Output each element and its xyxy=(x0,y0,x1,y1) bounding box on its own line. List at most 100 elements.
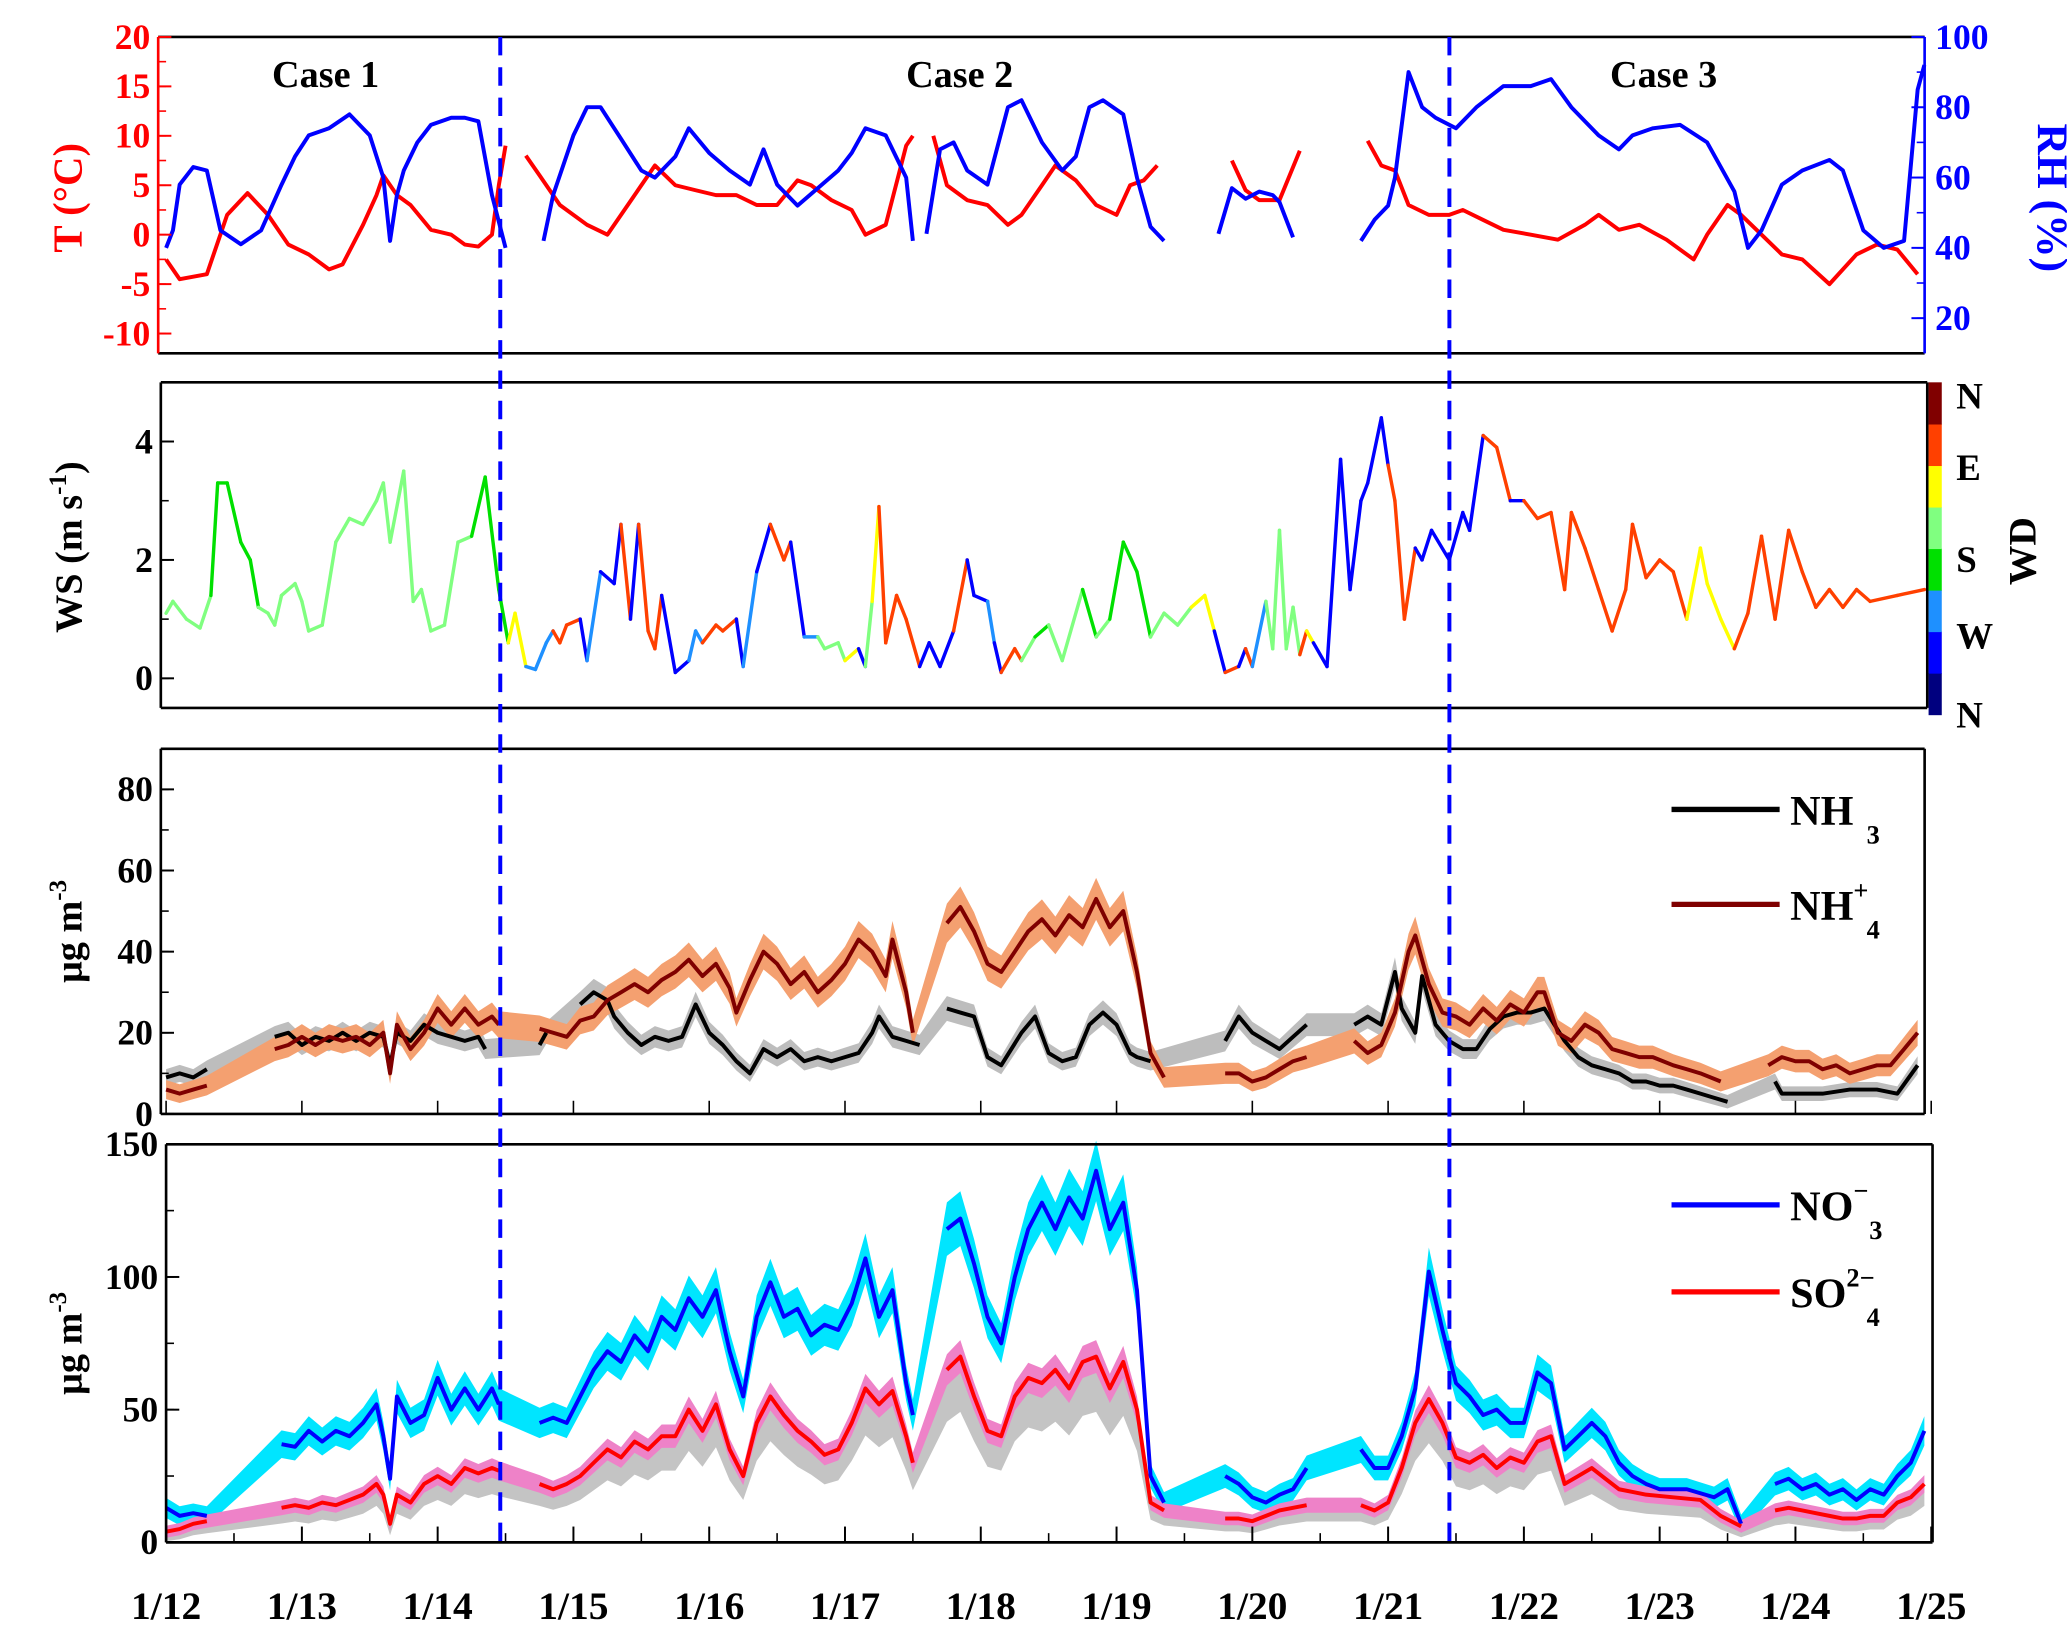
ws-segment xyxy=(1108,540,1126,621)
y-tick-label: 150 xyxy=(105,1124,158,1164)
x-tick-label: 1/13 xyxy=(267,1584,337,1628)
ws-segment xyxy=(1773,528,1791,621)
ws-segment xyxy=(904,617,922,669)
ws-segment xyxy=(411,587,424,604)
ws-segment xyxy=(965,558,976,598)
ws-segment xyxy=(843,647,861,663)
colorbar-band xyxy=(1928,631,1942,674)
temperature-line xyxy=(164,134,1920,287)
legend-sub: 3 xyxy=(1869,1216,1882,1245)
y-axis-title-rh: RH (%) xyxy=(2028,123,2067,272)
ws-segment xyxy=(361,499,379,527)
ws-segment xyxy=(1467,433,1485,533)
ws-segment xyxy=(456,534,474,544)
ws-segment xyxy=(513,611,528,669)
ws-segment xyxy=(564,617,582,627)
ws-segment xyxy=(1162,611,1180,627)
ws-segment xyxy=(1827,587,1845,609)
y-tick-label: 20 xyxy=(115,17,151,57)
ws-segment xyxy=(788,540,806,639)
ws-segment xyxy=(653,593,664,651)
ws-segment xyxy=(1569,510,1587,550)
ws-segment xyxy=(256,605,270,615)
ws-segment xyxy=(419,587,433,633)
legend-sub: 4 xyxy=(1867,916,1880,945)
ws-segment xyxy=(1868,593,1899,604)
legend-label-so4: SO2− 4 xyxy=(1790,1264,1880,1333)
colorbar-label: N xyxy=(1956,695,1983,736)
x-tick-label: 1/22 xyxy=(1489,1584,1559,1628)
ws-segment xyxy=(279,581,297,598)
ws-segment xyxy=(1549,510,1567,592)
ws-segment xyxy=(598,570,616,586)
ws-segment xyxy=(248,558,261,609)
x-tick-label: 1/20 xyxy=(1217,1584,1287,1628)
ws-segment xyxy=(273,593,284,627)
legend-sup: 2− xyxy=(1846,1264,1874,1293)
ws-segment xyxy=(164,599,175,615)
no3-line xyxy=(165,1168,1927,1525)
ws-segment xyxy=(1203,593,1217,633)
ws-segment xyxy=(1304,629,1316,645)
ws-segment xyxy=(442,540,460,627)
y-tick-label: 0 xyxy=(132,215,150,255)
ws-segment xyxy=(1291,605,1302,657)
ws-segment xyxy=(1019,635,1037,663)
legend-base: NO xyxy=(1790,1184,1853,1231)
y-tick-label: 60 xyxy=(1935,157,1971,197)
so4-line xyxy=(165,1354,1926,1534)
ws-segment xyxy=(483,475,501,592)
ws-segment xyxy=(306,623,324,633)
legend-base: NH xyxy=(1790,788,1853,835)
ws-segment xyxy=(992,641,1003,675)
colorbar-title-wd: WD xyxy=(2000,517,2044,585)
ws-segment xyxy=(1685,546,1703,621)
ws-segment xyxy=(1013,647,1024,663)
ws-segment xyxy=(1895,587,1927,598)
y-axis-title-concentration: μg m-3 xyxy=(45,880,91,983)
ws-segment xyxy=(927,641,942,669)
ws-segment xyxy=(1135,570,1153,639)
colorbar-label: N xyxy=(1956,376,1983,417)
y-tick-label: 60 xyxy=(117,850,153,890)
ws-segment xyxy=(951,558,969,633)
ws-segment xyxy=(506,611,517,645)
ws-segment xyxy=(721,617,739,633)
ws-segment xyxy=(1429,528,1451,562)
x-tick-label: 1/12 xyxy=(131,1584,201,1628)
ws-segment xyxy=(1338,457,1352,592)
ws-segment xyxy=(184,617,202,630)
ws-segment xyxy=(1719,617,1737,651)
ws-segment xyxy=(741,570,759,669)
ws-segment xyxy=(972,593,990,604)
ws-segment xyxy=(1420,528,1434,562)
ws-segment xyxy=(1732,611,1750,651)
colorbar-band xyxy=(1928,382,1942,425)
ws-segment xyxy=(1841,587,1859,609)
ws-segment xyxy=(1284,605,1295,651)
ws-segment xyxy=(1535,510,1553,521)
x-tick-label: 1/21 xyxy=(1353,1584,1423,1628)
ws-segment xyxy=(1610,587,1628,633)
ws-segment xyxy=(1759,534,1777,621)
y-tick-label: 5 xyxy=(132,165,150,205)
ws-segment xyxy=(985,599,997,645)
y-tick-label: 4 xyxy=(135,421,153,461)
ws-segment xyxy=(870,504,881,604)
colorbar-label: W xyxy=(1956,616,1993,657)
ws-title-text: WS (m s xyxy=(49,495,91,633)
ws-segment xyxy=(1223,664,1241,675)
y-tick-label: 0 xyxy=(140,1522,158,1562)
y-axis-title-concentration: μg m-3 xyxy=(45,1292,91,1395)
ws-segment xyxy=(469,475,487,538)
ws-segment xyxy=(836,641,847,663)
ws-segment xyxy=(1624,522,1635,592)
ws-segment xyxy=(401,469,415,604)
ws-segment xyxy=(1698,546,1709,586)
y-tick-label: 80 xyxy=(117,769,153,809)
y-tick-label: -5 xyxy=(121,264,151,304)
ws-segment xyxy=(533,641,548,672)
ws-segment xyxy=(347,516,365,527)
y-tick-label: 40 xyxy=(117,932,153,972)
ws-segment xyxy=(1379,416,1390,467)
